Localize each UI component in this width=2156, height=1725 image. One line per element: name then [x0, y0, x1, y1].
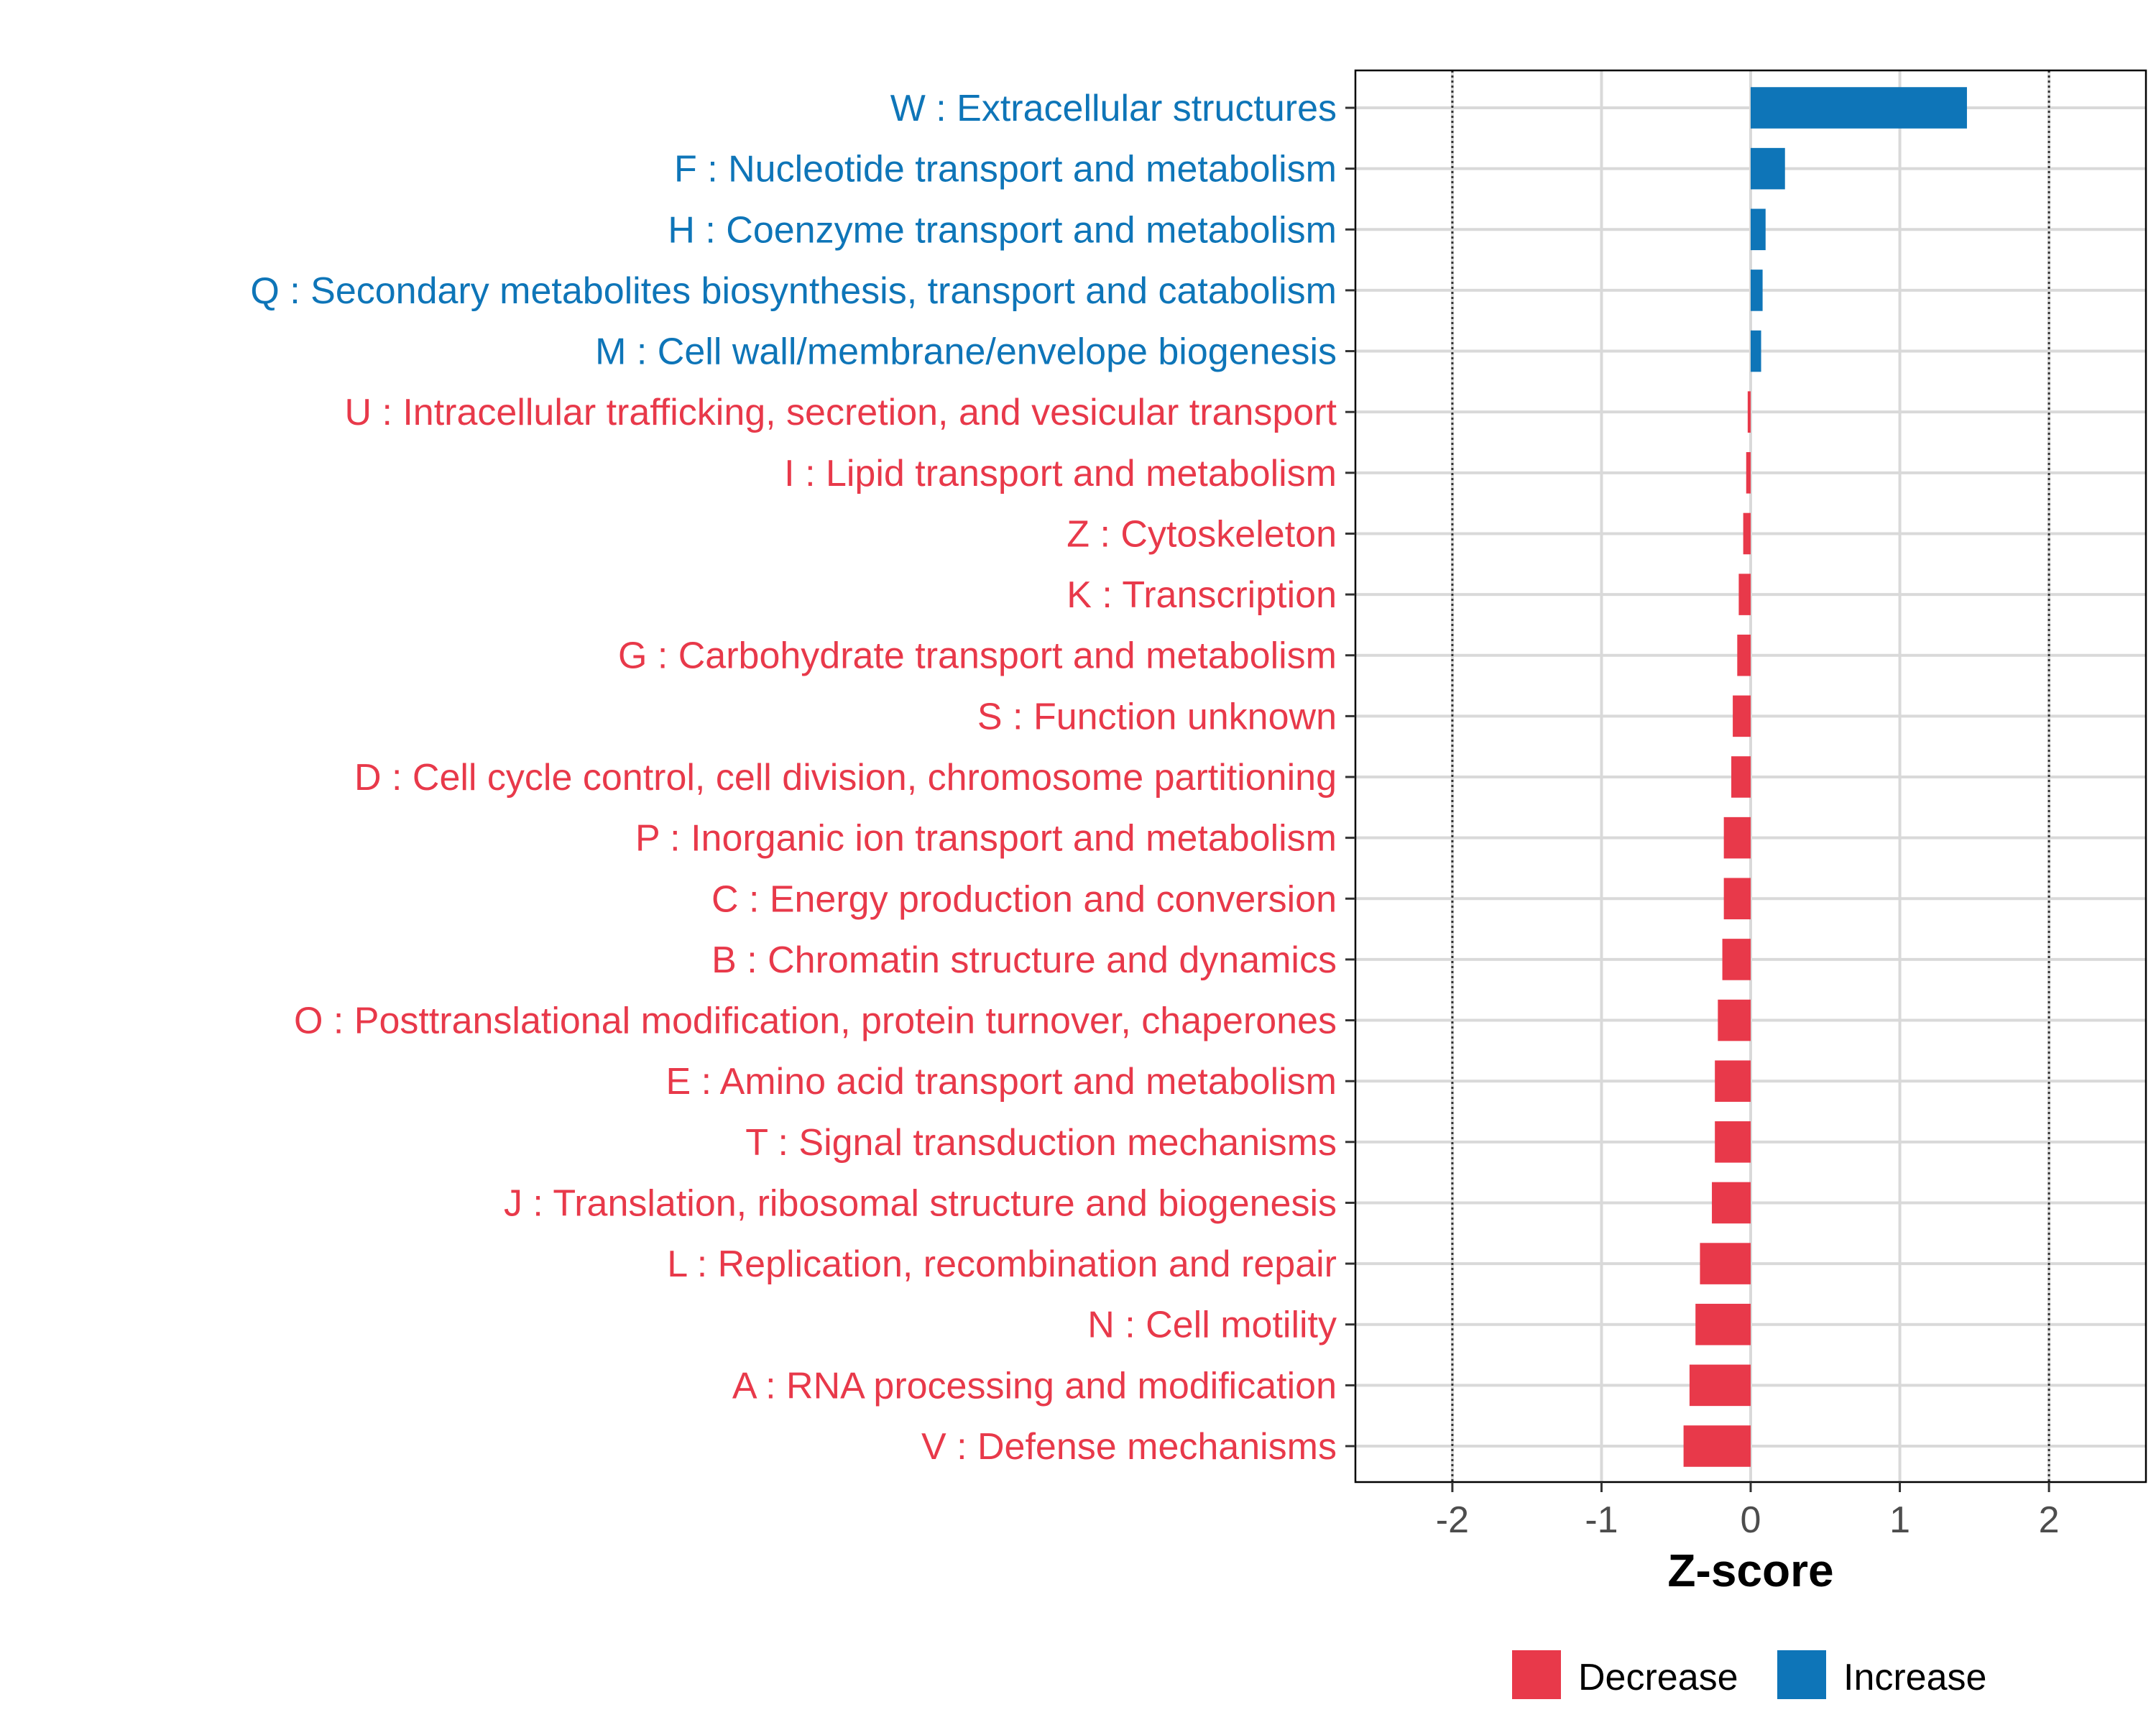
bar-h — [1751, 208, 1766, 251]
category-label: D : Cell cycle control, cell division, c… — [354, 757, 1337, 799]
bar-n — [1695, 1303, 1751, 1346]
category-label: F : Nucleotide transport and metabolism — [674, 149, 1337, 190]
category-label: J : Translation, ribosomal structure and… — [504, 1182, 1337, 1224]
legend-label-decrease: Decrease — [1578, 1657, 1738, 1698]
bar-z — [1743, 512, 1751, 555]
bar-o — [1718, 999, 1751, 1041]
bar-p — [1723, 816, 1751, 859]
bar-b — [1722, 939, 1751, 980]
bar-g — [1737, 634, 1751, 676]
y-axis-ticks — [1345, 106, 1355, 1448]
category-label: Z : Cytoskeleton — [1067, 513, 1337, 555]
x-tick-label: -2 — [1436, 1499, 1469, 1541]
category-label: W : Extracellular structures — [890, 88, 1337, 129]
bar-v — [1683, 1425, 1751, 1467]
x-axis-title: Z-score — [1667, 1545, 1833, 1596]
legend: Decrease Increase — [1512, 1650, 1986, 1699]
bar-s — [1733, 695, 1751, 737]
bar-k — [1738, 574, 1751, 615]
category-label: B : Chromatin structure and dynamics — [711, 939, 1337, 981]
bars — [1683, 87, 1967, 1467]
category-label: K : Transcription — [1067, 574, 1337, 616]
bar-f — [1751, 147, 1785, 190]
bar-d — [1731, 756, 1751, 798]
bar-l — [1700, 1243, 1751, 1284]
category-label: M : Cell wall/membrane/envelope biogenes… — [595, 331, 1337, 373]
category-label: G : Carbohydrate transport and metabolis… — [618, 635, 1337, 677]
bar-i — [1746, 452, 1751, 494]
category-label: P : Inorganic ion transport and metaboli… — [635, 818, 1337, 860]
x-tick-label: 1 — [1889, 1499, 1910, 1541]
category-label: E : Amino acid transport and metabolism — [665, 1061, 1337, 1103]
bar-j — [1712, 1182, 1751, 1224]
category-label: C : Energy production and conversion — [711, 878, 1337, 920]
x-tick-label: 2 — [2039, 1499, 2060, 1541]
y-axis-labels: W : Extracellular structures F : Nucleoti… — [250, 88, 1337, 1468]
category-label: U : Intracellular trafficking, secretion… — [344, 392, 1337, 433]
bar-q — [1751, 270, 1763, 311]
category-label: N : Cell motility — [1087, 1305, 1337, 1346]
category-label: A : RNA processing and modification — [732, 1365, 1337, 1407]
category-label: V : Defense mechanisms — [921, 1426, 1337, 1468]
bar-t — [1715, 1121, 1751, 1163]
category-label: Q : Secondary metabolites biosynthesis, … — [250, 270, 1337, 312]
x-axis-ticks — [1451, 1482, 2050, 1492]
bar-e — [1715, 1060, 1751, 1102]
legend-key-increase — [1777, 1650, 1826, 1699]
legend-key-decrease — [1512, 1650, 1561, 1699]
x-tick-label: -1 — [1585, 1499, 1618, 1541]
legend-label-increase: Increase — [1843, 1657, 1986, 1698]
category-label: H : Coenzyme transport and metabolism — [668, 209, 1337, 251]
bar-a — [1689, 1364, 1751, 1407]
bar-u — [1747, 391, 1751, 433]
reference-lines — [1451, 70, 2050, 1482]
category-label: S : Function unknown — [977, 696, 1337, 737]
bar-w — [1751, 87, 1967, 129]
category-label: T : Signal transduction mechanisms — [745, 1122, 1337, 1164]
category-label: L : Replication, recombination and repai… — [667, 1243, 1337, 1285]
x-axis-tick-labels: -2 -1 0 1 2 — [1436, 1499, 2060, 1541]
category-label: I : Lipid transport and metabolism — [784, 453, 1337, 494]
bar-m — [1751, 330, 1761, 372]
category-label: O : Posttranslational modification, prot… — [294, 1000, 1337, 1042]
bar-c — [1723, 878, 1751, 920]
x-tick-label: 0 — [1741, 1499, 1761, 1541]
